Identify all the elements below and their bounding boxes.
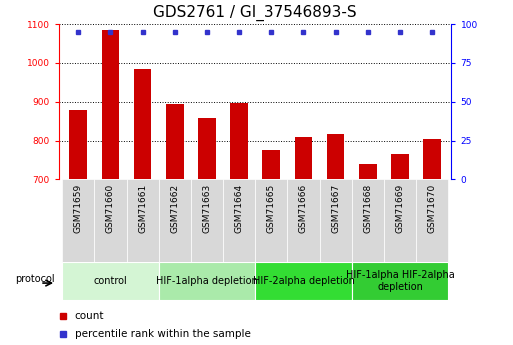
Text: GSM71665: GSM71665 — [267, 184, 276, 233]
Bar — [320, 179, 352, 262]
Bar — [102, 30, 120, 345]
Text: GSM71669: GSM71669 — [396, 184, 404, 233]
Text: GSM71659: GSM71659 — [74, 184, 83, 233]
Bar — [159, 262, 255, 300]
Bar — [287, 179, 320, 262]
Bar — [62, 179, 94, 262]
Bar — [230, 102, 248, 345]
Bar — [391, 154, 409, 345]
Text: GSM71666: GSM71666 — [299, 184, 308, 233]
Text: GSM71663: GSM71663 — [203, 184, 211, 233]
Bar — [94, 179, 127, 262]
Text: GSM71662: GSM71662 — [170, 184, 180, 233]
Text: HIF-1alpha depletion: HIF-1alpha depletion — [156, 276, 258, 286]
Bar — [134, 69, 151, 345]
Text: GSM71660: GSM71660 — [106, 184, 115, 233]
Bar — [255, 262, 352, 300]
Bar — [359, 164, 377, 345]
Bar — [69, 110, 87, 345]
Bar — [166, 105, 184, 345]
Text: count: count — [75, 311, 104, 321]
Text: percentile rank within the sample: percentile rank within the sample — [75, 329, 250, 339]
Text: HIF-2alpha depletion: HIF-2alpha depletion — [252, 276, 354, 286]
Text: protocol: protocol — [15, 274, 54, 284]
Text: GSM71661: GSM71661 — [138, 184, 147, 233]
Bar — [159, 179, 191, 262]
Title: GDS2761 / GI_37546893-S: GDS2761 / GI_37546893-S — [153, 5, 357, 21]
Bar — [223, 179, 255, 262]
Bar — [62, 262, 159, 300]
Bar — [198, 118, 216, 345]
Bar — [352, 179, 384, 262]
Text: GSM71667: GSM71667 — [331, 184, 340, 233]
Text: HIF-1alpha HIF-2alpha
depletion: HIF-1alpha HIF-2alpha depletion — [346, 270, 455, 292]
Bar — [263, 149, 280, 345]
Bar — [191, 179, 223, 262]
Bar — [416, 179, 448, 262]
Bar — [255, 179, 287, 262]
Text: GSM71668: GSM71668 — [363, 184, 372, 233]
Bar — [352, 262, 448, 300]
Text: GSM71670: GSM71670 — [428, 184, 437, 233]
Bar — [127, 179, 159, 262]
Bar — [384, 179, 416, 262]
Bar — [327, 134, 345, 345]
Bar — [423, 139, 441, 345]
Bar — [294, 137, 312, 345]
Text: control: control — [93, 276, 127, 286]
Text: GSM71664: GSM71664 — [234, 184, 244, 233]
